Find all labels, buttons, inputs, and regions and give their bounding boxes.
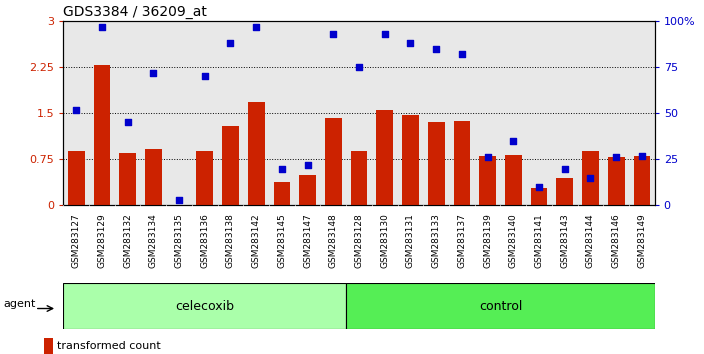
Text: celecoxib: celecoxib (175, 300, 234, 313)
Point (199, 74, 210, 79)
Text: transformed count: transformed count (57, 341, 161, 351)
Text: GSM283136: GSM283136 (200, 213, 209, 268)
Text: GSM283145: GSM283145 (277, 213, 287, 268)
Text: GSM283142: GSM283142 (252, 213, 260, 268)
Bar (299, 175, 316, 205)
Point (327, 31, 339, 37)
Text: GSM283144: GSM283144 (586, 213, 595, 268)
Text: GSM283135: GSM283135 (175, 213, 184, 268)
Bar (428, 122, 444, 205)
Bar (634, 156, 650, 205)
Bar (531, 188, 548, 205)
Point (70, 107, 82, 113)
Text: GSM283128: GSM283128 (355, 213, 363, 268)
Text: GSM283129: GSM283129 (97, 213, 106, 268)
Text: GSM283127: GSM283127 (72, 213, 81, 268)
Point (585, 175, 596, 181)
Point (508, 138, 519, 144)
Point (405, 40, 416, 46)
Bar (63, 283, 346, 329)
Bar (325, 118, 341, 205)
Text: GSM283138: GSM283138 (226, 213, 235, 268)
Point (96, 24, 108, 30)
Point (610, 155, 622, 160)
Bar (556, 178, 573, 205)
Bar (248, 102, 265, 205)
Bar (377, 110, 393, 205)
Point (276, 166, 287, 171)
Point (559, 166, 570, 171)
Text: control: control (479, 300, 522, 313)
Text: GSM283148: GSM283148 (329, 213, 338, 268)
Text: GSM283137: GSM283137 (458, 213, 466, 268)
Point (173, 197, 184, 202)
Text: GSM283140: GSM283140 (509, 213, 518, 268)
Bar (453, 121, 470, 205)
Point (482, 155, 494, 160)
Point (353, 64, 365, 70)
Bar (346, 283, 655, 329)
Bar (274, 182, 290, 205)
Bar (222, 126, 239, 205)
Point (302, 162, 313, 168)
Bar (44, 338, 53, 354)
Text: agent: agent (4, 299, 35, 309)
Bar (479, 156, 496, 205)
Text: GSM283149: GSM283149 (637, 213, 646, 268)
Text: GSM283132: GSM283132 (123, 213, 132, 268)
Text: GSM283131: GSM283131 (406, 213, 415, 268)
Text: GSM283147: GSM283147 (303, 213, 312, 268)
Text: GSM283141: GSM283141 (534, 213, 543, 268)
Point (225, 40, 236, 46)
Bar (68, 151, 84, 205)
Point (431, 46, 442, 52)
Point (456, 52, 467, 57)
Bar (145, 149, 162, 205)
Bar (119, 153, 136, 205)
Bar (94, 65, 111, 205)
Point (148, 70, 159, 76)
Text: GSM283134: GSM283134 (149, 213, 158, 268)
Bar (608, 158, 624, 205)
Text: GSM283133: GSM283133 (432, 213, 441, 268)
Text: GSM283139: GSM283139 (483, 213, 492, 268)
Text: GSM283146: GSM283146 (612, 213, 621, 268)
Bar (505, 155, 522, 205)
Bar (582, 151, 599, 205)
Point (251, 24, 262, 30)
Point (534, 184, 545, 190)
Point (636, 153, 648, 159)
Bar (196, 151, 213, 205)
Text: GSM283130: GSM283130 (380, 213, 389, 268)
Bar (351, 151, 367, 205)
Text: GDS3384 / 36209_at: GDS3384 / 36209_at (63, 5, 207, 19)
Point (122, 120, 133, 125)
Text: GSM283143: GSM283143 (560, 213, 570, 268)
Bar (402, 114, 419, 205)
Point (379, 31, 391, 37)
